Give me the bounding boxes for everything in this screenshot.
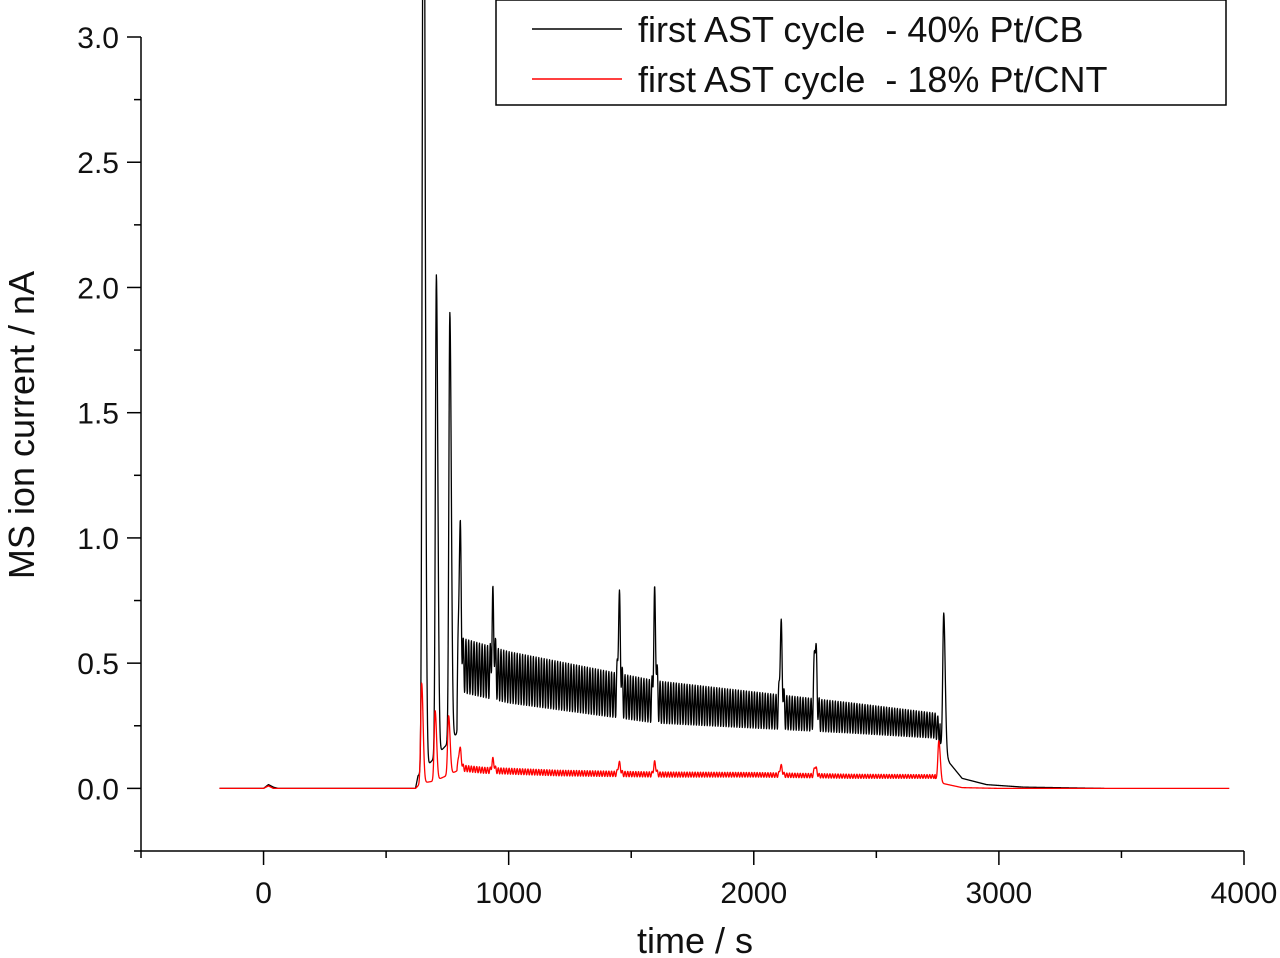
x-axis-title: time / s: [637, 920, 753, 958]
legend-label-pt-cnt: first AST cycle - 18% Pt/CNT: [638, 59, 1107, 100]
x-tick-label: 3000: [966, 877, 1033, 910]
y-axis-title: MS ion current / nA: [1, 271, 42, 579]
x-tick-label: 1000: [475, 877, 542, 910]
x-ticks: 0 1000 2000 3000 4000: [140, 851, 1278, 910]
y-ticks: 0.0 0.5 1.0 1.5 2.0 2.5 3.0: [77, 22, 141, 852]
y-tick-label: 2.5: [77, 147, 119, 180]
y-tick-label: 3.0: [77, 22, 119, 55]
y-tick-label: 1.0: [77, 523, 119, 556]
y-tick-label: 1.5: [77, 398, 119, 431]
legend-box: [495, 0, 1227, 106]
x-tick-label: 4000: [1211, 877, 1278, 910]
y-tick-label: 0.5: [77, 648, 119, 681]
legend-label-pt-cb: first AST cycle - 40% Pt/CB: [638, 9, 1083, 50]
legend: first AST cycle - 40% Pt/CB first AST cy…: [495, 0, 1227, 106]
series-line-pt-cnt: [219, 682, 1230, 790]
series-line-pt-cb: [219, 0, 1105, 790]
x-tick-label: 2000: [720, 877, 787, 910]
y-tick-label: 2.0: [77, 272, 119, 305]
x-tick-label: 0: [255, 877, 272, 910]
y-tick-label: 0.0: [77, 773, 119, 806]
plot-lines: [219, 0, 1230, 790]
